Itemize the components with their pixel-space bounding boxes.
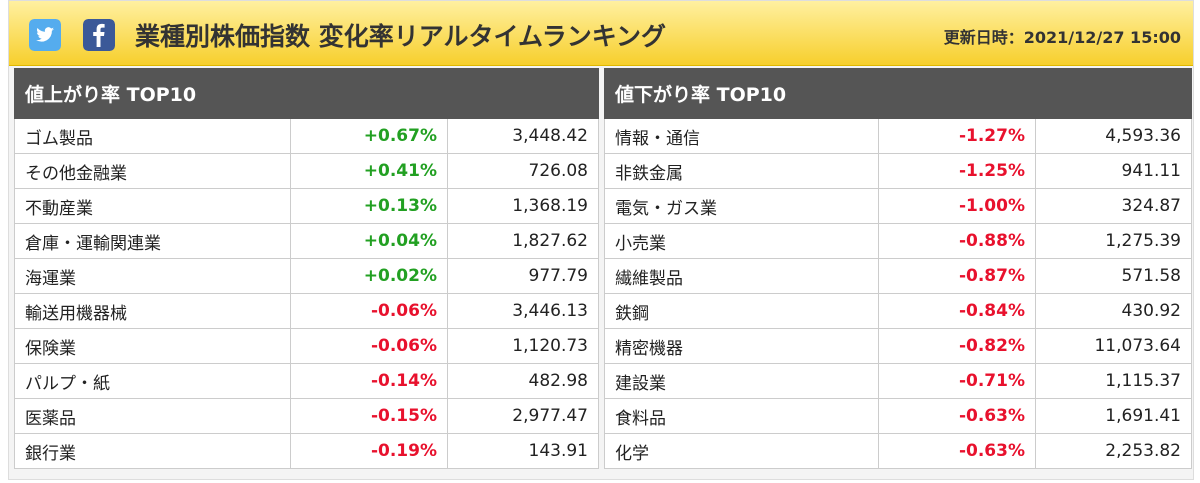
change-rate: +0.02% bbox=[290, 258, 448, 294]
index-value: 1,120.73 bbox=[447, 328, 599, 364]
widget-title: 業種別株価指数 変化率リアルタイムランキング bbox=[135, 22, 666, 51]
index-value: 4,593.36 bbox=[1035, 118, 1192, 154]
row: 非鉄金属 -1.25% 941.11 bbox=[604, 153, 1192, 189]
row: パルプ・紙 -0.14% 482.98 bbox=[14, 363, 599, 399]
row: 銀行業 -0.19% 143.91 bbox=[14, 433, 599, 469]
change-rate: -0.15% bbox=[290, 398, 448, 434]
row: 保険業 -0.06% 1,120.73 bbox=[14, 328, 599, 364]
sector-name: 化学 bbox=[604, 433, 879, 469]
ranking-table: 値下がり率 TOP10 情報・通信 -1.27% 4,593.36 非鉄金属 -1.25%… bbox=[604, 68, 1192, 469]
index-value: 11,073.64 bbox=[1035, 328, 1192, 364]
change-rate: +0.13% bbox=[290, 188, 448, 224]
index-value: 1,115.37 bbox=[1035, 363, 1192, 399]
change-rate: +0.41% bbox=[290, 153, 448, 189]
index-value: 324.87 bbox=[1035, 188, 1192, 224]
sector-name: 小売業 bbox=[604, 223, 879, 259]
change-rate: -0.87% bbox=[878, 258, 1036, 294]
index-value: 941.11 bbox=[1035, 153, 1192, 189]
index-value: 430.92 bbox=[1035, 293, 1192, 329]
sector-name: 輸送用機器械 bbox=[14, 293, 291, 329]
row: 海運業 +0.02% 977.79 bbox=[14, 258, 599, 294]
header-row: 値上がり率 TOP10 bbox=[14, 68, 599, 119]
row: 精密機器 -0.82% 11,073.64 bbox=[604, 328, 1192, 364]
change-rate: +0.04% bbox=[290, 223, 448, 259]
change-rate: -1.25% bbox=[878, 153, 1036, 189]
row: 医薬品 -0.15% 2,977.47 bbox=[14, 398, 599, 434]
sector-name: 建設業 bbox=[604, 363, 879, 399]
facebook-button[interactable] bbox=[83, 19, 115, 51]
index-value: 1,275.39 bbox=[1035, 223, 1192, 259]
sector-name: 医薬品 bbox=[14, 398, 291, 434]
sector-name: 食料品 bbox=[604, 398, 879, 434]
sector-name: その他金融業 bbox=[14, 153, 291, 189]
table-title: 値下がり率 TOP10 bbox=[604, 68, 1192, 119]
change-rate: -0.63% bbox=[878, 433, 1036, 469]
change-rate: -1.27% bbox=[878, 118, 1036, 154]
row: その他金融業 +0.41% 726.08 bbox=[14, 153, 599, 189]
sector-name: 保険業 bbox=[14, 328, 291, 364]
change-rate: -0.63% bbox=[878, 398, 1036, 434]
sector-name: 銀行業 bbox=[14, 433, 291, 469]
sector-name: 電気・ガス業 bbox=[604, 188, 879, 224]
index-value: 3,448.42 bbox=[447, 118, 599, 154]
table-title: 値上がり率 TOP10 bbox=[14, 68, 599, 119]
sector-name: 非鉄金属 bbox=[604, 153, 879, 189]
row: 電気・ガス業 -1.00% 324.87 bbox=[604, 188, 1192, 224]
index-value: 2,977.47 bbox=[447, 398, 599, 434]
ranking-widget: 業種別株価指数 変化率リアルタイムランキング 更新日時：2021/12/27 1… bbox=[8, 0, 1194, 480]
sector-name: パルプ・紙 bbox=[14, 363, 291, 399]
update-time: 更新日時：2021/12/27 15:00 bbox=[943, 28, 1181, 47]
sector-name: 繊維製品 bbox=[604, 258, 879, 294]
twitter-button[interactable] bbox=[29, 19, 61, 51]
ranking-table: 値上がり率 TOP10 ゴム製品 +0.67% 3,448.42 その他金融業 +0.41… bbox=[14, 68, 599, 469]
sector-name: ゴム製品 bbox=[14, 118, 291, 154]
change-rate: -0.82% bbox=[878, 328, 1036, 364]
index-value: 977.79 bbox=[447, 258, 599, 294]
index-value: 1,691.41 bbox=[1035, 398, 1192, 434]
row: 情報・通信 -1.27% 4,593.36 bbox=[604, 118, 1192, 154]
change-rate: -0.84% bbox=[878, 293, 1036, 329]
header-bar: 業種別株価指数 変化率リアルタイムランキング 更新日時：2021/12/27 1… bbox=[9, 1, 1193, 66]
index-value: 143.91 bbox=[447, 433, 599, 469]
header-row: 値下がり率 TOP10 bbox=[604, 68, 1192, 119]
change-rate: -0.88% bbox=[878, 223, 1036, 259]
sector-name: 鉄鋼 bbox=[604, 293, 879, 329]
index-value: 2,253.82 bbox=[1035, 433, 1192, 469]
sector-name: 海運業 bbox=[14, 258, 291, 294]
change-rate: -1.00% bbox=[878, 188, 1036, 224]
row: 化学 -0.63% 2,253.82 bbox=[604, 433, 1192, 469]
change-rate: -0.06% bbox=[290, 328, 448, 364]
sector-name: 倉庫・運輸関連業 bbox=[14, 223, 291, 259]
change-rate: -0.06% bbox=[290, 293, 448, 329]
sector-name: 不動産業 bbox=[14, 188, 291, 224]
index-value: 726.08 bbox=[447, 153, 599, 189]
change-rate: -0.14% bbox=[290, 363, 448, 399]
sector-name: 精密機器 bbox=[604, 328, 879, 364]
index-value: 1,827.62 bbox=[447, 223, 599, 259]
index-value: 1,368.19 bbox=[447, 188, 599, 224]
row: 食料品 -0.63% 1,691.41 bbox=[604, 398, 1192, 434]
row: 鉄鋼 -0.84% 430.92 bbox=[604, 293, 1192, 329]
row: 輸送用機器械 -0.06% 3,446.13 bbox=[14, 293, 599, 329]
row: 建設業 -0.71% 1,115.37 bbox=[604, 363, 1192, 399]
row: 不動産業 +0.13% 1,368.19 bbox=[14, 188, 599, 224]
sector-name: 情報・通信 bbox=[604, 118, 879, 154]
change-rate: -0.71% bbox=[878, 363, 1036, 399]
change-rate: -0.19% bbox=[290, 433, 448, 469]
row: 小売業 -0.88% 1,275.39 bbox=[604, 223, 1192, 259]
row: 繊維製品 -0.87% 571.58 bbox=[604, 258, 1192, 294]
index-value: 571.58 bbox=[1035, 258, 1192, 294]
change-rate: +0.67% bbox=[290, 118, 448, 154]
row: 倉庫・運輸関連業 +0.04% 1,827.62 bbox=[14, 223, 599, 259]
index-value: 482.98 bbox=[447, 363, 599, 399]
index-value: 3,446.13 bbox=[447, 293, 599, 329]
row: ゴム製品 +0.67% 3,448.42 bbox=[14, 118, 599, 154]
